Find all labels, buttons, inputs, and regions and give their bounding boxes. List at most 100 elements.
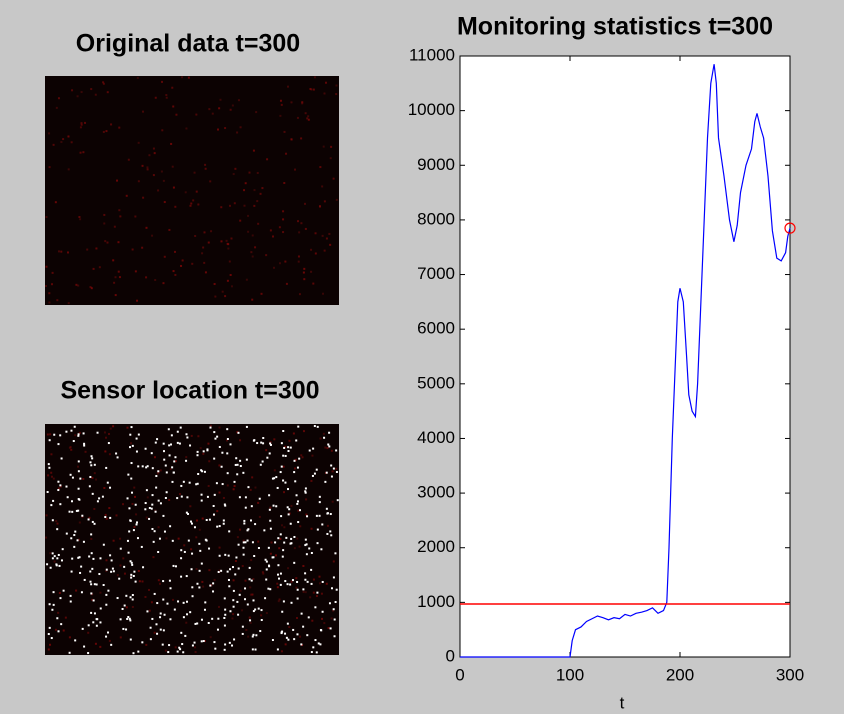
sensor-dot — [297, 467, 299, 469]
sensor-dot — [61, 559, 63, 561]
sensor-dot — [166, 603, 168, 605]
sensor-dot — [160, 612, 162, 614]
sensor-dot — [83, 445, 85, 447]
texture-pixel — [106, 242, 108, 244]
texture-pixel — [330, 146, 332, 148]
sensor-dot — [336, 589, 338, 591]
sensor-dot — [83, 432, 85, 434]
sensor-dot — [57, 489, 59, 491]
sensor-dot — [70, 537, 72, 539]
sensor-dot — [216, 526, 218, 528]
sensor-dot — [166, 491, 168, 493]
sensor-dot — [255, 649, 257, 651]
sensor-dot — [162, 644, 164, 646]
sensor-dot — [319, 501, 321, 503]
sensor-dot — [120, 548, 122, 550]
sensor-dot — [186, 613, 188, 615]
sensor-dot — [311, 651, 313, 653]
sensor-dot — [199, 550, 201, 552]
texture-pixel — [230, 109, 232, 111]
texture-pixel — [191, 263, 193, 265]
sensor-dot — [214, 438, 216, 440]
sensor-dot — [219, 525, 221, 527]
sensor-dot — [153, 541, 155, 543]
sensor-dot — [273, 505, 275, 507]
texture-pixel — [265, 449, 267, 451]
texture-pixel — [274, 469, 276, 471]
texture-pixel — [178, 538, 180, 540]
sensor-dot — [135, 581, 137, 583]
texture-pixel — [191, 435, 193, 437]
texture-pixel — [118, 271, 120, 273]
sensor-dot — [70, 595, 72, 597]
texture-pixel — [204, 231, 206, 233]
sensor-dot — [222, 483, 224, 485]
texture-pixel — [138, 570, 140, 572]
sensor-dot — [213, 514, 215, 516]
sensor-dot — [89, 476, 91, 478]
sensor-dot — [288, 450, 290, 452]
texture-pixel — [207, 443, 209, 445]
texture-pixel — [49, 644, 51, 646]
texture-pixel — [272, 235, 274, 237]
sensor-dot — [83, 541, 85, 543]
y-tick-label: 9000 — [417, 155, 455, 174]
texture-pixel — [219, 99, 221, 101]
texture-pixel — [300, 137, 302, 139]
texture-pixel — [315, 252, 317, 254]
sensor-dot — [129, 434, 131, 436]
texture-pixel — [132, 249, 134, 251]
sensor-dot — [154, 593, 156, 595]
texture-pixel — [322, 293, 324, 295]
texture-pixel — [219, 547, 221, 549]
texture-pixel — [259, 516, 261, 518]
sensor-dot — [165, 497, 167, 499]
image-original — [45, 76, 339, 305]
sensor-dot — [233, 606, 235, 608]
texture-pixel — [257, 223, 259, 225]
sensor-dot — [81, 591, 83, 593]
texture-pixel — [278, 547, 280, 549]
sensor-dot — [146, 610, 148, 612]
sensor-dot — [185, 460, 187, 462]
texture-pixel — [153, 174, 155, 176]
texture-pixel — [327, 525, 329, 527]
sensor-dot — [73, 546, 75, 548]
texture-pixel — [300, 454, 302, 456]
texture-pixel — [255, 111, 257, 113]
sensor-dot — [152, 467, 154, 469]
texture-pixel — [199, 529, 201, 531]
sensor-dot — [247, 540, 249, 542]
sensor-dot — [261, 619, 263, 621]
texture-pixel — [303, 268, 305, 270]
texture-pixel — [68, 168, 70, 170]
texture-pixel — [309, 88, 311, 90]
texture-pixel — [120, 636, 122, 638]
texture-pixel — [232, 613, 234, 615]
texture-pixel — [69, 636, 71, 638]
sensor-dot — [59, 503, 61, 505]
sensor-dot — [316, 592, 318, 594]
sensor-dot — [168, 644, 170, 646]
sensor-dot — [213, 641, 215, 643]
texture-pixel — [260, 193, 262, 195]
texture-pixel — [67, 135, 69, 137]
texture-pixel — [45, 216, 47, 218]
texture-pixel — [273, 438, 275, 440]
texture-pixel — [45, 537, 47, 539]
sensor-dot — [245, 507, 247, 509]
sensor-dot — [71, 511, 73, 513]
texture-pixel — [93, 268, 95, 270]
sensor-dot — [317, 426, 319, 428]
texture-pixel — [71, 141, 73, 143]
texture-pixel — [277, 586, 279, 588]
texture-pixel — [62, 138, 64, 140]
texture-pixel — [280, 100, 282, 102]
sensor-dot — [66, 533, 68, 535]
texture-pixel — [51, 476, 53, 478]
texture-pixel — [94, 472, 96, 474]
texture-pixel — [161, 81, 163, 83]
texture-pixel — [295, 587, 297, 589]
texture-pixel — [90, 88, 92, 90]
sensor-dot — [169, 580, 171, 582]
